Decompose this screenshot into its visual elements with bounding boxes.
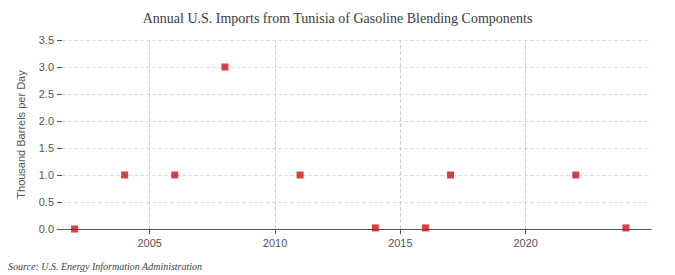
svg-text:2020: 2020	[513, 237, 537, 249]
svg-text:2010: 2010	[263, 237, 287, 249]
svg-text:Annual U.S. Imports from Tunis: Annual U.S. Imports from Tunisia of Gaso…	[143, 11, 533, 26]
svg-text:0.0: 0.0	[39, 223, 54, 235]
svg-text:Source: U.S. Energy Informatio: Source: U.S. Energy Information Administ…	[8, 261, 202, 272]
svg-text:3.0: 3.0	[39, 61, 54, 73]
svg-text:3.5: 3.5	[39, 34, 54, 46]
svg-text:2015: 2015	[388, 237, 412, 249]
svg-text:0.5: 0.5	[39, 196, 54, 208]
svg-text:Thousand Barrels per Day: Thousand Barrels per Day	[15, 70, 27, 199]
svg-text:2.0: 2.0	[39, 115, 54, 127]
svg-text:1.5: 1.5	[39, 142, 54, 154]
svg-text:2005: 2005	[137, 237, 161, 249]
svg-text:2.5: 2.5	[39, 88, 54, 100]
svg-text:1.0: 1.0	[39, 169, 54, 181]
